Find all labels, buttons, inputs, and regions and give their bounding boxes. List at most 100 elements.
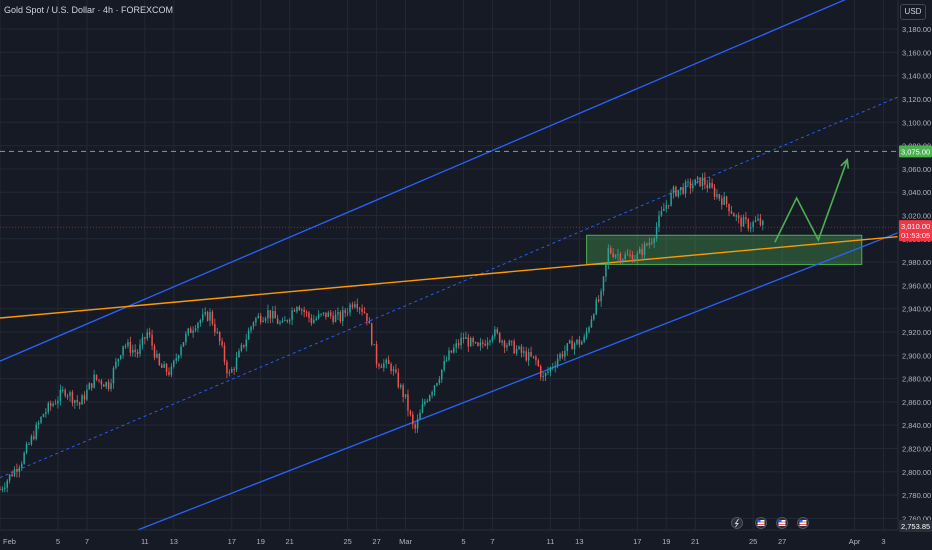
candle-body — [74, 400, 76, 403]
price-tick-label: 3,180.00 — [902, 25, 931, 34]
candle-body — [453, 347, 455, 353]
price-axis[interactable]: 2,760.00 2,780.00 2,800.00 2,820.00 2,840.00… — [897, 0, 932, 550]
candle-body — [655, 226, 658, 239]
projection-path[interactable] — [774, 157, 850, 243]
price-tick-label: 3,100.00 — [902, 118, 931, 127]
candle-body — [78, 402, 81, 405]
price-tick-label: 3,120.00 — [902, 95, 931, 104]
candle-body — [467, 337, 470, 347]
candle-body — [110, 383, 112, 389]
candle-body — [561, 353, 564, 357]
candle-body — [136, 351, 139, 354]
candle-body — [696, 177, 699, 180]
candle-body — [173, 360, 175, 367]
candle-body — [332, 315, 334, 322]
candle-body — [194, 328, 197, 331]
candle-body — [11, 474, 13, 477]
candle-body — [414, 424, 416, 429]
candle-body — [742, 217, 745, 227]
channel-mid-line — [0, 90, 913, 478]
candle-body — [735, 215, 738, 217]
candle-body — [402, 385, 404, 398]
candle-body — [320, 313, 322, 315]
candle-body — [503, 340, 506, 348]
us-flag-icon[interactable] — [776, 517, 788, 529]
lightning-glyph — [734, 518, 739, 528]
time-tick-label: 19 — [257, 537, 265, 546]
flag-field — [799, 520, 807, 526]
candle-body — [445, 360, 448, 362]
candle-body — [740, 217, 742, 227]
candle-body — [197, 323, 199, 329]
candle-body — [733, 213, 735, 217]
price-tick-label: 2,960.00 — [902, 281, 931, 290]
candle-body — [397, 372, 400, 388]
price-tick-label: 2,880.00 — [902, 375, 931, 384]
currency-button[interactable]: USD — [900, 4, 926, 20]
candle-body — [506, 345, 508, 348]
flag-canton — [799, 520, 803, 523]
trend-drawings[interactable] — [0, 0, 913, 531]
time-tick-label: 13 — [575, 537, 583, 546]
candle-body — [204, 312, 206, 315]
candle-body — [653, 238, 655, 243]
candle-body — [641, 248, 643, 256]
candle-body — [431, 391, 433, 396]
candle-body — [25, 444, 28, 453]
candle-body — [622, 259, 624, 262]
candle-body — [692, 185, 694, 189]
time-tick-label: 5 — [56, 537, 60, 546]
flag-field — [778, 520, 786, 526]
candle-body — [206, 312, 209, 321]
lightning-icon[interactable] — [731, 517, 743, 529]
candle-body — [291, 310, 293, 320]
candle-body — [235, 357, 238, 370]
candle-body — [146, 332, 149, 339]
time-tick-label: 7 — [490, 537, 494, 546]
candle-body — [708, 182, 711, 189]
candle-body — [614, 255, 617, 258]
candle-body — [272, 311, 274, 319]
time-axis[interactable]: Feb 5 7 11 13 17 19 21 25 27 Mar 5 7 11 13 17 19 21 25 27 Ap… — [0, 529, 898, 550]
candle-body — [537, 360, 540, 367]
candle-body — [187, 328, 190, 334]
candle-body — [612, 253, 614, 258]
candle-body — [448, 350, 450, 361]
event-markers[interactable] — [731, 517, 809, 529]
candle-body — [421, 404, 424, 413]
candle-body — [262, 320, 264, 323]
candle-body — [233, 368, 235, 370]
candle-body — [209, 311, 211, 321]
candle-body — [23, 452, 25, 464]
price-tick-label: 2,860.00 — [902, 398, 931, 407]
candle-body — [54, 403, 57, 405]
candle-body — [112, 368, 115, 384]
price-tick-label: 3,020.00 — [902, 211, 931, 220]
candle-body — [433, 385, 436, 392]
candle-body — [117, 358, 120, 362]
time-tick-label: 21 — [691, 537, 699, 546]
candle-body — [484, 343, 486, 346]
candle-body — [482, 342, 484, 344]
candle-body — [477, 342, 479, 346]
candle-body — [395, 369, 397, 373]
candle-body — [491, 336, 494, 341]
us-flag-icon[interactable] — [755, 517, 767, 529]
candle-body — [723, 196, 725, 205]
candle-body — [315, 318, 317, 320]
time-tick-label: 27 — [372, 537, 380, 546]
candle-body — [221, 341, 223, 346]
candle-body — [18, 467, 21, 472]
candle-body — [675, 186, 677, 197]
candle-body — [66, 395, 69, 397]
candle-body — [660, 210, 663, 216]
price-tick-label: 2,780.00 — [902, 491, 931, 500]
candle-body — [716, 194, 718, 197]
candle-body — [124, 345, 127, 347]
candle-body — [211, 311, 214, 325]
us-flag-icon[interactable] — [797, 517, 809, 529]
candle-body — [515, 348, 518, 354]
channel-lower-line — [137, 226, 913, 531]
candle-body — [300, 309, 303, 311]
